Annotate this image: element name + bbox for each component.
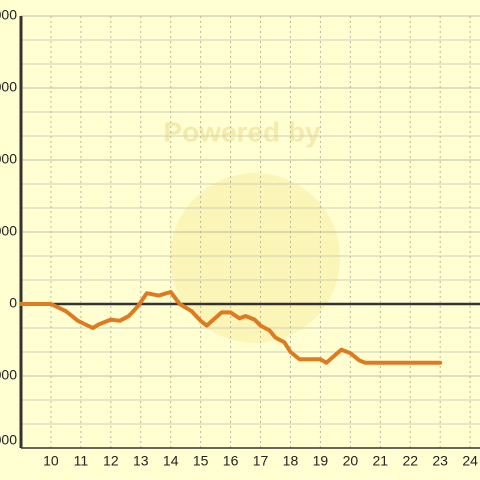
watermark: Powered by: [163, 116, 321, 147]
x-tick-label: 21: [373, 453, 389, 469]
x-tick-label: 24: [462, 453, 478, 469]
x-tick-label: 17: [253, 453, 269, 469]
x-tick-label: 13: [133, 453, 149, 469]
x-tick-label: 12: [103, 453, 119, 469]
x-tick-label: 18: [283, 453, 299, 469]
y-tick-label: 12,000: [0, 7, 17, 23]
watermark-logo: [170, 173, 340, 343]
y-tick-label: 3,000: [0, 223, 17, 239]
x-tick-label: 23: [432, 453, 448, 469]
x-tick-label: 15: [193, 453, 209, 469]
y-tick-label: -3,000: [0, 367, 17, 383]
x-tick-label: 20: [343, 453, 359, 469]
y-tick-label: -6,000: [0, 432, 17, 448]
x-tick-label: 19: [313, 453, 329, 469]
x-tick-label: 14: [163, 453, 179, 469]
y-tick-label: 6,000: [0, 151, 17, 167]
line: [19, 290, 443, 365]
x-tick-label: 22: [402, 453, 418, 469]
x-tick-label: 11: [74, 453, 89, 469]
x-tick-label: 10: [43, 453, 59, 469]
x-tick-label: 16: [223, 453, 239, 469]
y-tick-label: 0: [9, 295, 17, 311]
y-tick-label: 9,000: [0, 79, 17, 95]
